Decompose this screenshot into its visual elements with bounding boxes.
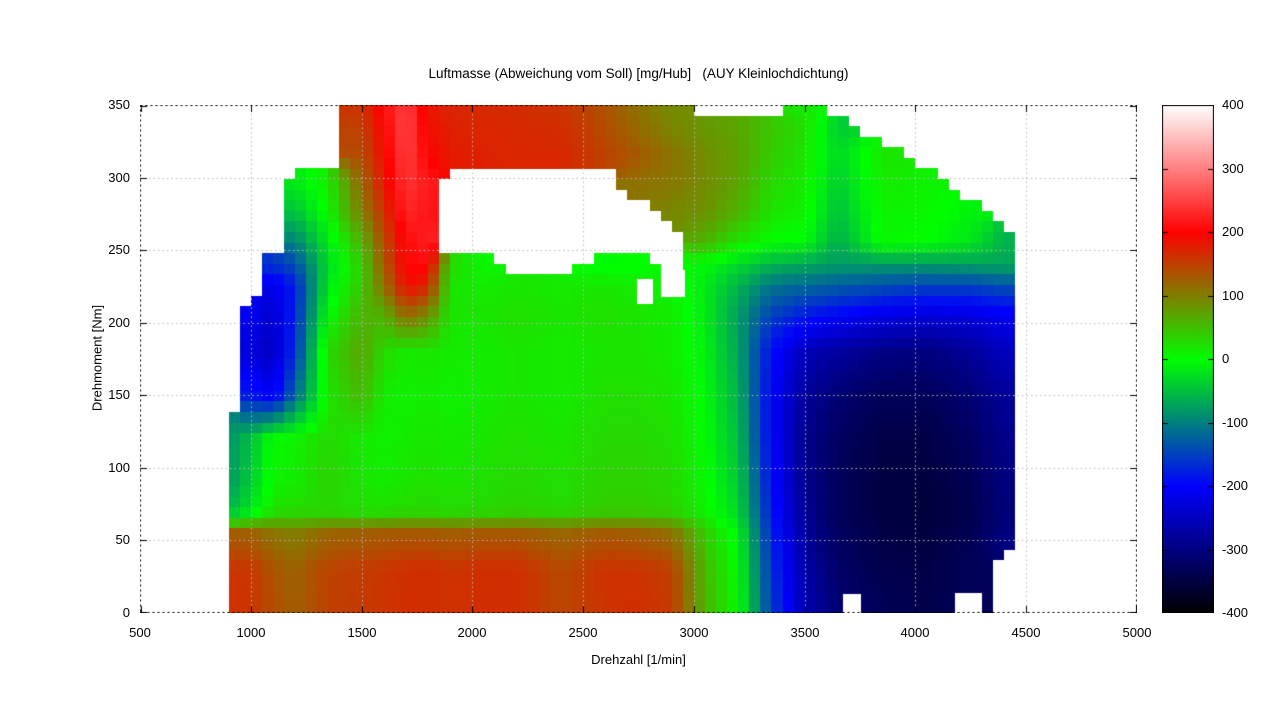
x-tick-label: 2500 — [568, 625, 598, 640]
x-tick-label: 4000 — [900, 625, 930, 640]
x-tick-label: 5000 — [1122, 625, 1152, 640]
y-tick-label: 200 — [108, 315, 130, 330]
colorbar-tick-label: -300 — [1222, 541, 1249, 557]
x-axis-label: Drehzahl [1/min] — [591, 652, 686, 667]
y-tick-label: 0 — [122, 605, 130, 620]
colorbar-tick-label: 200 — [1222, 224, 1244, 239]
x-tick-label: 1000 — [236, 625, 266, 640]
colorbar-tick-label: 300 — [1222, 160, 1244, 176]
colorbar-gradient — [1162, 105, 1214, 613]
x-tick-label: 3500 — [790, 625, 820, 640]
y-tick-label: 50 — [115, 532, 130, 547]
colorbar-tick-label: 100 — [1222, 287, 1244, 303]
colorbar-tick-label: -100 — [1222, 414, 1249, 430]
y-tick-label: 150 — [108, 387, 130, 402]
x-tick-label: 2000 — [457, 625, 487, 640]
x-tick-label: 4500 — [1011, 625, 1041, 640]
colorbar-tick-label: 0 — [1222, 351, 1230, 366]
x-tick-label: 500 — [129, 625, 151, 640]
y-tick-label: 250 — [108, 242, 130, 257]
colorbar-tick-label: -200 — [1222, 478, 1249, 493]
y-tick-label: 100 — [108, 460, 130, 475]
y-tick-label: 300 — [108, 170, 130, 185]
y-tick-label: 350 — [108, 97, 130, 112]
x-tick-label: 1500 — [347, 625, 377, 640]
x-tick-label: 3000 — [679, 625, 709, 640]
colorbar-tick-label: 400 — [1222, 97, 1244, 112]
y-axis-label: Drehmoment [Nm] — [89, 304, 105, 412]
colorbar-tick-label: -400 — [1222, 605, 1249, 620]
chart-title: Luftmasse (Abweichung vom Soll) [mg/Hub]… — [428, 66, 849, 81]
heatmap-canvas — [140, 105, 1137, 613]
